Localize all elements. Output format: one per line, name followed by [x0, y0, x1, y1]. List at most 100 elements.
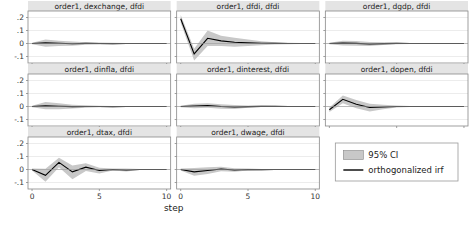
- plot-frame: [177, 11, 320, 63]
- y-tick: [26, 156, 28, 157]
- grid-line: [177, 17, 320, 18]
- ci-band: [32, 102, 167, 109]
- zero-line: [28, 43, 171, 44]
- legend-label: 95% CI: [368, 150, 398, 160]
- legend-frame: [335, 143, 458, 181]
- x-tick: [248, 189, 249, 191]
- grid-line: [325, 30, 468, 31]
- plot-frame: [28, 137, 171, 189]
- grid-line: [177, 182, 320, 183]
- y-tick: [175, 80, 177, 81]
- data-group: [181, 15, 316, 61]
- plot-frame: [28, 11, 171, 63]
- plot-frame: [28, 74, 171, 126]
- x-tick-label: 5: [97, 192, 102, 201]
- panel-title: order1, dopen, dfdi: [361, 65, 433, 74]
- panel-title: order1, dfdi, dfdi: [217, 2, 280, 11]
- panel-title: order1, dwage, dfdi: [211, 128, 284, 137]
- y-tick-label: .2: [17, 76, 24, 85]
- y-tick-label: .2: [17, 13, 24, 22]
- zero-line: [177, 43, 320, 44]
- ci-band: [181, 15, 316, 61]
- data-group: [181, 167, 316, 176]
- y-tick: [323, 93, 325, 94]
- panel-title: order1, dexchange, dfdi: [54, 2, 144, 11]
- data-group: [181, 103, 316, 109]
- plot-background: [177, 137, 320, 189]
- grid-line: [325, 80, 468, 81]
- ci-band: [181, 103, 316, 109]
- plot-frame: [325, 74, 468, 126]
- y-tick: [175, 143, 177, 144]
- y-tick-label: -.1: [14, 52, 24, 61]
- chart: order1, dexchange, dfdi-.10.1.2order1, d…: [0, 0, 474, 227]
- ci-band: [329, 95, 464, 112]
- x-axis-label: step: [164, 203, 184, 213]
- data-group: [32, 158, 167, 182]
- grid-line: [28, 80, 171, 81]
- y-tick-label: -.1: [14, 178, 24, 187]
- zero-line: [325, 106, 468, 107]
- legend-swatch: [343, 169, 363, 170]
- y-tick-label: 0: [19, 39, 24, 48]
- x-tick-label: 0: [30, 192, 35, 201]
- y-tick: [26, 182, 28, 183]
- plot-frame: [325, 11, 468, 63]
- ci-band: [32, 40, 167, 47]
- plot-background: [177, 11, 320, 63]
- x-tick: [315, 189, 316, 191]
- zero-line: [177, 106, 320, 107]
- irf-line: [181, 19, 316, 54]
- x-tick: [99, 189, 100, 191]
- y-tick: [323, 17, 325, 18]
- title-bar: [28, 1, 171, 11]
- y-tick: [26, 17, 28, 18]
- panel-title: order1, dtax, dfdi: [67, 128, 132, 137]
- zero-line: [325, 43, 468, 44]
- panel: order1, dtax, dfdi0510-.10.1.2: [14, 127, 172, 201]
- legend: 95% CIorthogonalized irf: [335, 143, 458, 181]
- y-tick: [323, 106, 325, 107]
- plot-frame: [177, 74, 320, 126]
- grid-line: [28, 56, 171, 57]
- title-bar: [325, 1, 468, 11]
- panel: order1, dexchange, dfdi -.1 0 .1 .2: [14, 1, 171, 65]
- x-tick: [180, 189, 181, 191]
- plot-background: [325, 11, 468, 63]
- data-group: [32, 40, 167, 47]
- y-tick-label: .1: [17, 26, 24, 35]
- grid-line: [28, 156, 171, 157]
- title-bar: [28, 64, 171, 74]
- grid-line: [177, 143, 320, 144]
- x-tick: [32, 189, 33, 191]
- y-tick: [175, 56, 177, 57]
- grid-line: [325, 93, 468, 94]
- panel-title: order1, dgdp, dfdi: [363, 2, 431, 11]
- legend-swatch: [343, 151, 363, 160]
- x-tick-label: 10: [162, 192, 172, 201]
- y-tick: [323, 56, 325, 57]
- y-tick: [26, 106, 28, 107]
- y-tick: [323, 43, 325, 44]
- plot-background: [325, 74, 468, 126]
- irf-line: [329, 99, 464, 109]
- y-tick: [26, 119, 28, 120]
- grid-line: [28, 119, 171, 120]
- title-bar: [28, 127, 171, 137]
- y-tick-label: .1: [17, 89, 24, 98]
- y-tick: [26, 93, 28, 94]
- plot-frame: [177, 137, 320, 189]
- grid-line: [325, 56, 468, 57]
- y-tick: [175, 119, 177, 120]
- y-tick: [175, 106, 177, 107]
- title-bar: [177, 127, 320, 137]
- panel: order1, dinterest, dfdi: [175, 64, 320, 128]
- x-tick: [396, 126, 397, 128]
- y-tick-label: 0: [19, 165, 24, 174]
- grid-line: [28, 182, 171, 183]
- panel-title: order1, dinfla, dfdi: [65, 65, 134, 74]
- y-tick: [175, 182, 177, 183]
- y-tick: [175, 30, 177, 31]
- ci-band: [181, 167, 316, 176]
- grid-line: [177, 80, 320, 81]
